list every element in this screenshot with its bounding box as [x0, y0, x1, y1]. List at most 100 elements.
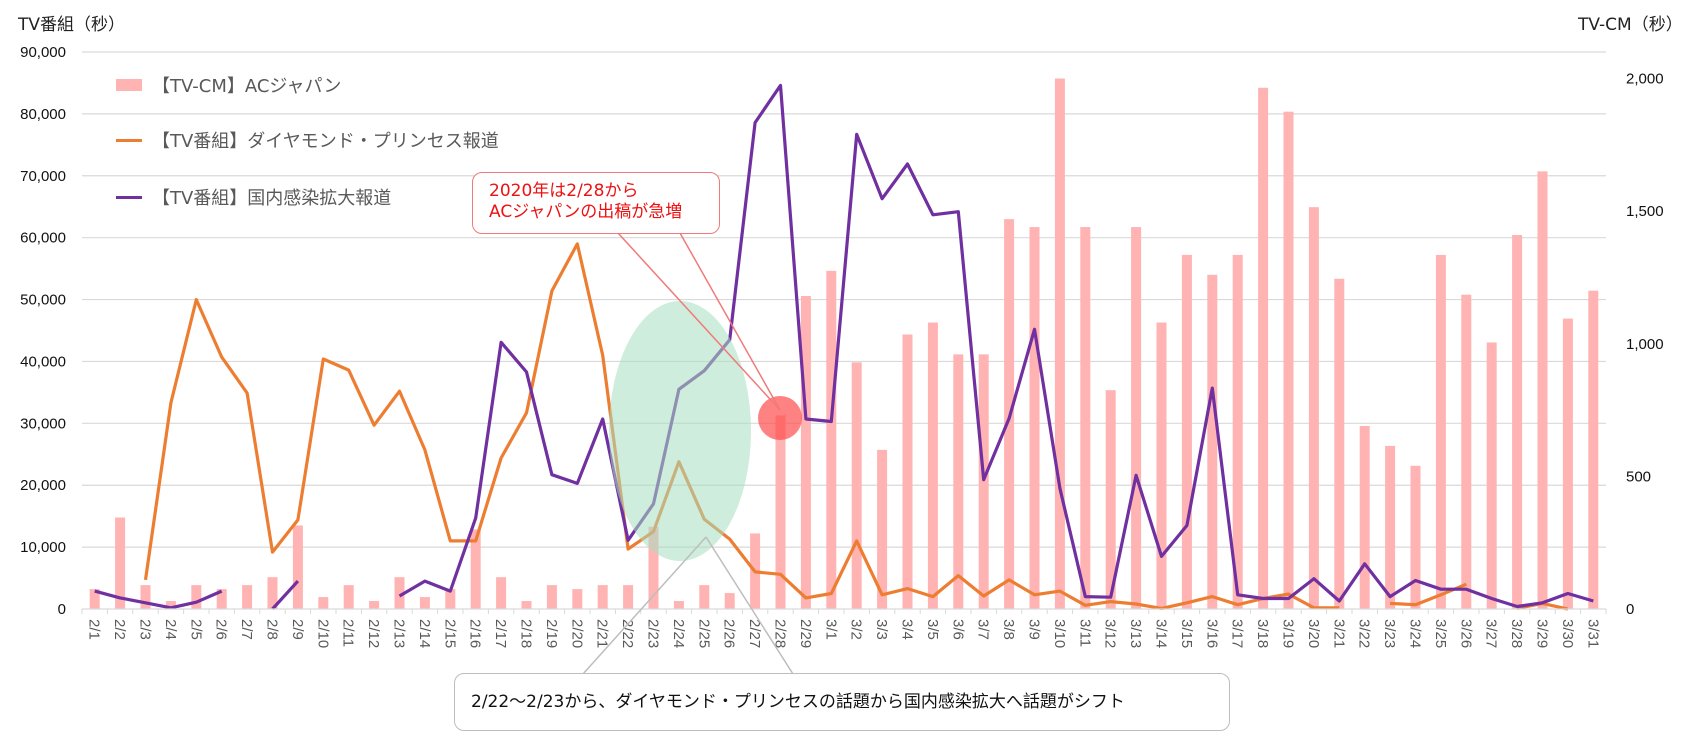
x-tick-label: 2/7 [238, 619, 255, 640]
x-tick-label: 3/16 [1203, 619, 1220, 648]
x-tick-label: 3/19 [1280, 619, 1297, 648]
x-tick-label: 2/29 [797, 619, 814, 648]
bar-2/13 [394, 577, 405, 609]
bar-2/4 [165, 601, 176, 609]
bar-3/15 [1181, 254, 1192, 609]
x-tick-label: 2/17 [492, 619, 509, 648]
legend-swatch-line-purple [116, 195, 142, 199]
highlight-circle [758, 396, 802, 440]
y-left-axis-title: TV番組（秒） [18, 15, 126, 35]
x-tick-label: 3/8 [1000, 619, 1017, 640]
y-left-tick-label: 0 [58, 601, 66, 618]
callout-gray-pointer-1 [582, 536, 707, 675]
x-tick-label: 2/19 [543, 619, 560, 648]
x-tick-label: 2/22 [619, 619, 636, 648]
line-segment-diamond-princess [1390, 582, 1467, 607]
x-tick-label: 3/9 [1026, 619, 1043, 640]
x-tick-label: 2/25 [695, 619, 712, 648]
bar-3/28 [1512, 235, 1523, 609]
y-left-tick-label: 10,000 [20, 539, 66, 556]
x-tick-label: 3/17 [1229, 619, 1246, 648]
bar-2/8 [267, 577, 278, 609]
callout-gray-pointer-2 [705, 536, 794, 675]
y-left-tick-label: 40,000 [20, 353, 66, 370]
x-axis: 2/1 2/2 2/3 2/4 2/5 2/6 2/7 2/8 2/9 2/10 2/11 2/12 2… [81, 608, 1607, 648]
bar-2/21 [597, 585, 608, 609]
line-series [94, 83, 1594, 611]
x-tick-label: 3/11 [1076, 619, 1093, 647]
bar-2/24 [673, 601, 684, 609]
x-tick-label: 3/29 [1534, 619, 1551, 648]
x-tick-label: 3/25 [1432, 619, 1449, 648]
bar-3/19 [1283, 111, 1294, 609]
x-tick-label: 3/20 [1305, 619, 1322, 648]
bar-3/29 [1537, 171, 1548, 609]
bar-2/20 [572, 589, 583, 609]
x-tick-label: 3/23 [1381, 619, 1398, 648]
bar-3/17 [1232, 254, 1243, 609]
x-tick-label: 3/14 [1153, 619, 1170, 648]
x-tick-label: 3/6 [949, 619, 966, 640]
bar-2/23 [648, 526, 659, 609]
x-tick-label: 2/6 [213, 619, 230, 640]
legend-item-diamond-princess: 【TV番組】ダイヤモンド・プリンセス報道 [116, 128, 499, 152]
y-right-tick-labels: 0 500 1,000 1,500 2,000 [1626, 71, 1664, 618]
bar-2/3 [140, 585, 151, 609]
bar-2/19 [546, 585, 557, 609]
bar-3/13 [1131, 227, 1142, 610]
x-tick-label: 2/2 [111, 619, 128, 640]
bar-3/10 [1054, 78, 1065, 610]
bar-3/20 [1308, 207, 1319, 609]
bar-2/17 [496, 577, 507, 609]
y-right-tick-label: 1,000 [1626, 336, 1664, 353]
bar-3/9 [1029, 227, 1040, 610]
y-left-tick-labels: 0 10,000 20,000 30,000 40,000 50,000 60,000 70,… [20, 44, 66, 618]
x-tick-label: 2/27 [746, 619, 763, 648]
x-tick-label: 3/12 [1102, 619, 1119, 648]
bar-3/30 [1562, 318, 1573, 609]
y-right-tick-label: 2,000 [1626, 71, 1664, 88]
x-tick-label: 2/11 [340, 619, 357, 647]
bar-3/31 [1588, 290, 1599, 609]
legend-label: 【TV-CM】ACジャパン [152, 76, 342, 97]
y-left-tick-label: 60,000 [20, 230, 66, 247]
x-tick-label: 2/9 [289, 619, 306, 640]
x-tick-label: 2/26 [721, 619, 738, 648]
x-tick-label: 2/3 [137, 619, 154, 640]
x-tick-label: 3/7 [975, 619, 992, 640]
x-tick-label: 2/21 [594, 619, 611, 648]
x-tick-label: 3/21 [1330, 619, 1347, 648]
x-tick-label: 2/14 [416, 619, 433, 648]
bar-2/2 [115, 517, 126, 609]
x-tick-label: 3/18 [1254, 619, 1271, 648]
x-tick-label: 3/5 [924, 619, 941, 640]
bar-2/7 [242, 585, 253, 609]
legend-item-domestic-infection: 【TV番組】国内感染拡大報道 [116, 185, 391, 209]
x-tick-label: 3/10 [1051, 619, 1068, 648]
y-left-tick-label: 80,000 [20, 106, 66, 123]
x-tick-label: 2/24 [670, 619, 687, 648]
x-tick-label: 3/4 [899, 619, 916, 640]
bar-3/6 [953, 354, 964, 609]
x-tick-label: 2/12 [365, 619, 382, 648]
x-tick-label: 3/1 [822, 619, 839, 640]
bar-3/16 [1207, 274, 1218, 609]
line-segment-domestic-infection [398, 83, 1594, 609]
bar-2/14 [419, 597, 430, 609]
bar-2/16 [470, 529, 481, 609]
y-left-tick-label: 70,000 [20, 168, 66, 185]
x-tick-label: 3/2 [848, 619, 865, 640]
bar-3/27 [1486, 342, 1497, 609]
bar-2/12 [369, 601, 380, 609]
x-tick-label: 2/8 [264, 619, 281, 640]
bar-2/22 [623, 585, 634, 609]
bar-3/26 [1461, 294, 1472, 609]
annotation-callout-red: 2020年は2/28から ACジャパンの出稿が急増 [472, 172, 720, 234]
bar-3/22 [1359, 425, 1370, 609]
legend-swatch-bar [116, 79, 142, 91]
x-tick-label: 2/23 [645, 619, 662, 648]
x-tick-label: 3/26 [1457, 619, 1474, 648]
x-tick-label: 2/1 [86, 619, 103, 640]
bar-2/1 [89, 589, 100, 609]
legend-swatch-line-orange [116, 138, 142, 142]
